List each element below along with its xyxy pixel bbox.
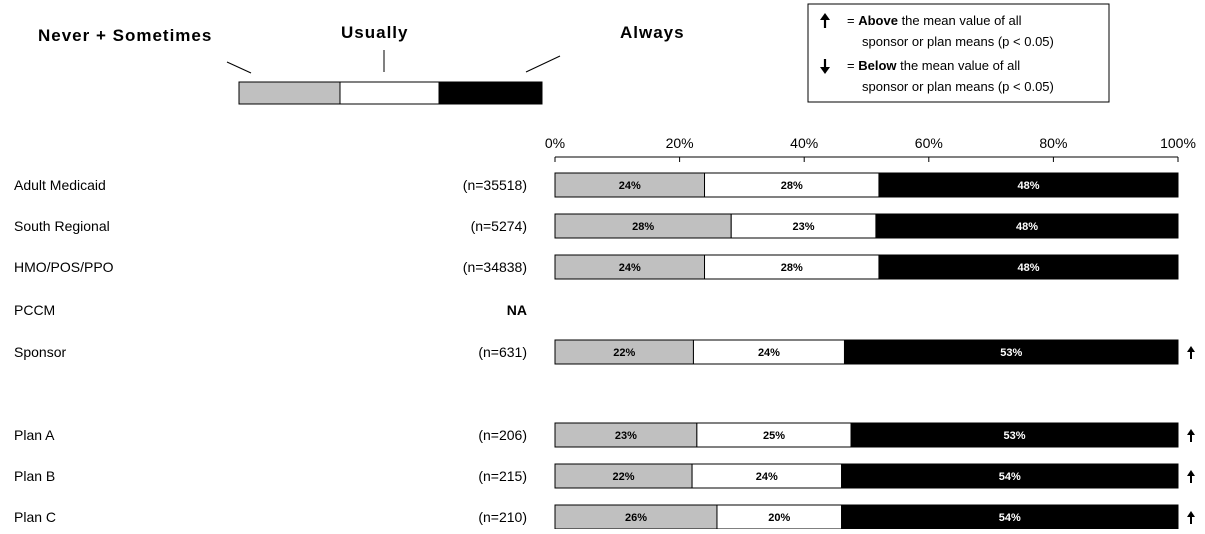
bar-data-label: 48% <box>1017 180 1039 192</box>
chart-row: Adult Medicaid (n=35518) 24% 28% 48% <box>14 172 1179 198</box>
bar-segment <box>554 504 718 530</box>
row-n-label: (n=210) <box>478 509 527 525</box>
row-label: HMO/POS/PPO <box>14 259 114 275</box>
bar-data-label: 28% <box>781 180 803 192</box>
bar-data-label: 54% <box>999 512 1021 524</box>
bar-data-label: 22% <box>613 471 635 483</box>
bar-segment <box>704 172 880 198</box>
below-legend-line1: = Below the mean value of all <box>847 58 1020 73</box>
bar-segment <box>841 504 1179 530</box>
bar-segment <box>691 463 843 489</box>
bar-segment <box>696 422 852 448</box>
bar-data-label: 24% <box>758 347 780 359</box>
row-na-label: NA <box>507 302 527 318</box>
legend-label-always: Always <box>620 23 685 42</box>
legend-label-never-sometimes: Never + Sometimes <box>38 26 212 45</box>
bar-data-label: 23% <box>793 221 815 233</box>
row-n-label: (n=34838) <box>463 259 527 275</box>
bar-data-label: 20% <box>768 512 790 524</box>
row-n-label: (n=35518) <box>463 177 527 193</box>
significance-legend-box: = Above the mean value of all sponsor or… <box>807 3 1110 103</box>
row-n-label: (n=631) <box>478 344 527 360</box>
bar-segment <box>841 463 1179 489</box>
row-n-label: (n=215) <box>478 468 527 484</box>
row-n-label: (n=206) <box>478 427 527 443</box>
above-arrow-icon <box>820 13 830 28</box>
x-tick-label: 40% <box>790 135 818 151</box>
legend-label-usually: Usually <box>341 23 408 42</box>
chart-row: Plan A (n=206) 23% 25% 53% <box>14 422 1195 448</box>
x-tick-label: 100% <box>1160 135 1196 151</box>
bar-segment <box>730 213 877 239</box>
bar-segment <box>878 254 1179 280</box>
bar-segment <box>554 213 732 239</box>
x-tick-label: 20% <box>666 135 694 151</box>
row-label: Plan B <box>14 468 55 484</box>
above-arrow-icon <box>1187 511 1195 524</box>
bar-segment <box>704 254 880 280</box>
row-label: PCCM <box>14 302 55 318</box>
below-arrow-icon <box>820 59 830 74</box>
bar-segment <box>875 213 1179 239</box>
bar-data-label: 53% <box>1000 347 1022 359</box>
bar-data-label: 28% <box>632 221 654 233</box>
bar-segment <box>878 172 1179 198</box>
row-n-label: (n=5274) <box>471 218 527 234</box>
bar-data-label: 48% <box>1016 221 1038 233</box>
chart-row: Plan C (n=210) 26% 20% 54% <box>14 504 1195 530</box>
bar-segment <box>850 422 1179 448</box>
row-label: Plan C <box>14 509 56 525</box>
bar-data-label: 24% <box>619 180 641 192</box>
above-legend-line1: = Above the mean value of all <box>847 13 1022 28</box>
bar-data-label: 53% <box>1004 430 1026 442</box>
legend-swatch-always <box>438 81 543 105</box>
above-arrow-icon <box>1187 346 1195 359</box>
below-legend-line2: sponsor or plan means (p < 0.05) <box>862 79 1054 94</box>
row-label: Sponsor <box>14 344 66 360</box>
row-label: Adult Medicaid <box>14 177 106 193</box>
legend-pointer-line <box>226 61 252 74</box>
bar-data-label: 48% <box>1017 262 1039 274</box>
bar-data-label: 24% <box>756 471 778 483</box>
x-tick-label: 0% <box>545 135 565 151</box>
bar-segment <box>554 422 698 448</box>
x-tick-label: 60% <box>915 135 943 151</box>
bar-data-label: 22% <box>613 347 635 359</box>
x-tick-label: 80% <box>1039 135 1067 151</box>
bar-data-label: 26% <box>625 512 647 524</box>
bar-data-label: 23% <box>615 430 637 442</box>
legend: Never + Sometimes Usually Always <box>38 23 685 105</box>
chart-row: Sponsor (n=631) 22% 24% 53% <box>14 339 1195 365</box>
bar-data-label: 28% <box>781 262 803 274</box>
above-arrow-icon <box>1187 470 1195 483</box>
chart-row: South Regional (n=5274) 28% 23% 48% <box>14 213 1179 239</box>
chart-row: HMO/POS/PPO (n=34838) 24% 28% 48% <box>14 254 1179 280</box>
above-legend-line2: sponsor or plan means (p < 0.05) <box>862 34 1054 49</box>
row-label: South Regional <box>14 218 110 234</box>
chart-row: PCCM NA <box>14 302 527 318</box>
row-label: Plan A <box>14 427 55 443</box>
bar-data-label: 54% <box>999 471 1021 483</box>
bar-data-label: 25% <box>763 430 785 442</box>
bar-data-label: 24% <box>619 262 641 274</box>
legend-swatch-usually <box>339 81 440 105</box>
bar-segment <box>554 463 693 489</box>
x-axis: 0% 20% 40% 60% 80% 100% <box>545 135 1196 162</box>
bar-segment <box>843 339 1179 365</box>
legend-swatch-never-sometimes <box>238 81 341 105</box>
above-arrow-icon <box>1187 429 1195 442</box>
significance-box-border <box>807 3 1110 103</box>
bar-segment <box>554 339 694 365</box>
bar-segment <box>554 172 706 198</box>
bar-segment <box>716 504 843 530</box>
legend-pointer-line <box>525 55 561 73</box>
chart-rows: Adult Medicaid (n=35518) 24% 28% 48%South Re… <box>14 172 1195 530</box>
chart-row: Plan B (n=215) 22% 24% 54% <box>14 463 1195 489</box>
